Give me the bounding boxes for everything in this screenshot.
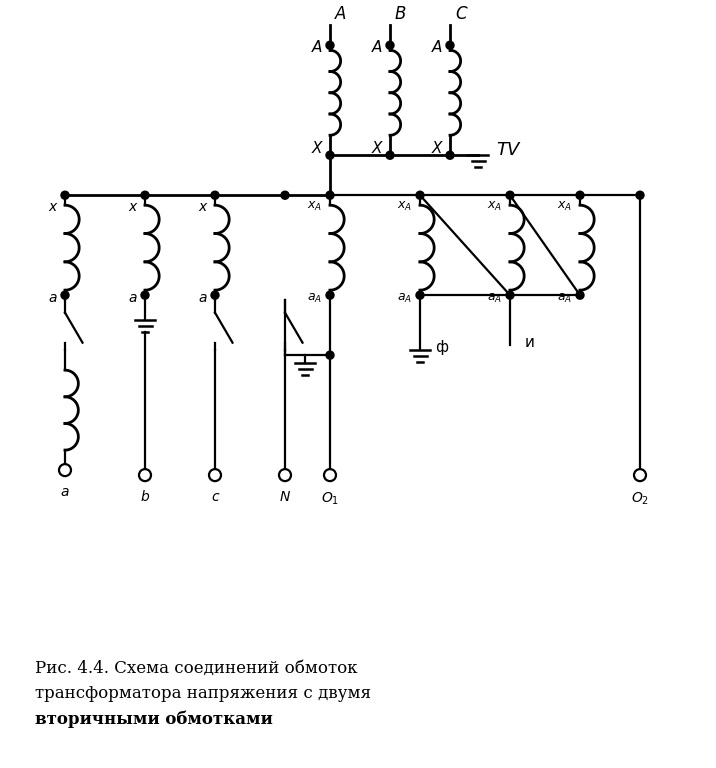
Text: $a_A$: $a_A$ [307,292,322,305]
Circle shape [326,191,334,199]
Circle shape [386,41,394,49]
Circle shape [326,151,334,159]
Circle shape [211,291,219,300]
Text: a: a [61,485,69,499]
Text: $a_A$: $a_A$ [557,292,572,305]
Circle shape [211,191,219,199]
Circle shape [576,191,584,199]
Text: N: N [280,490,290,504]
Text: X: X [432,141,442,156]
Circle shape [281,191,289,199]
Text: трансформатора напряжения с двумя: трансформатора напряжения с двумя [35,685,371,702]
Circle shape [326,351,334,359]
Circle shape [324,469,336,481]
Circle shape [141,291,149,300]
Circle shape [506,291,514,300]
Text: TV: TV [496,141,519,159]
Text: $x_A$: $x_A$ [397,200,412,214]
Text: $O_1$: $O_1$ [321,490,339,507]
Text: C: C [455,5,467,23]
Text: a: a [49,291,57,305]
Text: Рис. 4.4. Схема соединений обмоток: Рис. 4.4. Схема соединений обмоток [35,660,357,677]
Text: X: X [311,141,322,156]
Circle shape [209,469,221,481]
Circle shape [576,291,584,300]
Text: a: a [198,291,207,305]
Circle shape [446,151,454,159]
Circle shape [326,41,334,49]
Text: $a_A$: $a_A$ [487,292,502,305]
Circle shape [326,291,334,300]
Text: $a_A$: $a_A$ [397,292,412,305]
Circle shape [636,191,644,199]
Circle shape [386,151,394,159]
Text: b: b [140,490,150,504]
Circle shape [506,191,514,199]
Circle shape [61,291,69,300]
Text: a: a [128,291,137,305]
Text: x: x [199,200,207,214]
Text: A: A [335,5,347,23]
Text: ф: ф [435,339,448,355]
Circle shape [634,469,646,481]
Text: A: A [311,40,322,55]
Text: вторичными обмотками: вторичными обмотками [35,710,273,727]
Text: $O_2$: $O_2$ [631,490,649,507]
Text: и: и [525,335,535,349]
Text: $x_A$: $x_A$ [307,200,322,214]
Text: X: X [372,141,382,156]
Text: A: A [372,40,382,55]
Circle shape [416,291,424,300]
Circle shape [61,191,69,199]
Text: x: x [129,200,137,214]
Text: B: B [395,5,407,23]
Circle shape [279,469,291,481]
Circle shape [59,464,71,476]
Text: x: x [49,200,57,214]
Text: $x_A$: $x_A$ [557,200,572,214]
Text: c: c [211,490,219,504]
Circle shape [446,41,454,49]
Circle shape [139,469,151,481]
Circle shape [141,191,149,199]
Text: A: A [432,40,442,55]
Text: $x_A$: $x_A$ [487,200,502,214]
Circle shape [416,191,424,199]
